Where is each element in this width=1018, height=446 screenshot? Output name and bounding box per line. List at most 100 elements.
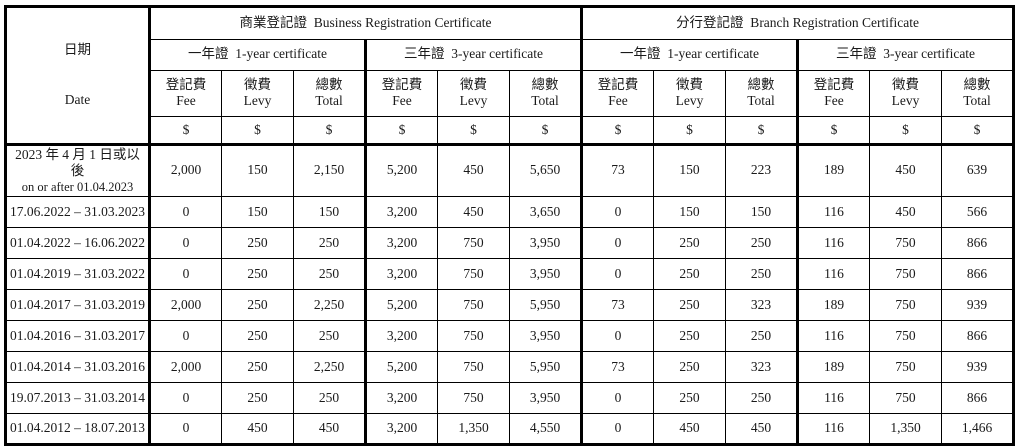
currency-symbol-cell: $ [221,116,294,146]
fee-value-cell: 0 [580,226,655,259]
total-value-cell: 250 [293,381,366,414]
levy-value-cell: 250 [221,381,294,414]
levy-value-cell: 750 [869,226,943,259]
fee-value-cell: 5,200 [364,143,438,197]
column-header-en: Levy [891,93,920,109]
subsection-header-branch-3-year: 三年證 3-year certificate [796,38,1015,71]
fee-value-cell: 73 [580,143,655,197]
fee-value-cell: 3,200 [364,381,438,414]
fee-value-cell: 2,000 [148,350,222,383]
total-value-cell: 866 [941,381,1015,414]
total-value-cell: 250 [725,319,799,352]
table-row: 17.06.2022 – 31.03.2023 0 150 150 3,200 450 3,… [5,195,1015,228]
currency-symbol-cell: $ [725,116,799,146]
total-value-cell: 323 [725,350,799,383]
levy-value-cell: 250 [653,226,727,259]
date-range-line-primary: 01.04.2022 – 16.06.2022 [10,234,145,250]
levy-value-cell: 750 [869,381,943,414]
column-header-zh: 總數 [315,76,343,92]
date-range-line-primary: 01.04.2019 – 31.03.2022 [10,265,145,281]
subsection-header-business-1-year: 一年證 1-year certificate [148,38,366,71]
levy-value-cell: 1,350 [437,412,510,445]
column-header-levy: 徵費 Levy [869,69,943,118]
fee-value-cell: 0 [148,412,222,445]
total-value-cell: 639 [941,143,1015,197]
column-header-en: Total [747,93,775,109]
total-value-cell: 2,250 [293,350,366,383]
column-header-en: Total [315,93,343,109]
levy-value-cell: 750 [869,257,943,290]
currency-symbol-cell: $ [508,116,583,146]
fee-value-cell: 0 [148,226,222,259]
date-range-line-primary: 01.04.2014 – 31.03.2016 [10,358,145,374]
levy-value-cell: 150 [653,143,727,197]
fee-value-cell: 0 [148,257,222,290]
total-value-cell: 566 [941,195,1015,228]
date-label-zh: 日期 [64,41,91,57]
currency-symbol-cell: $ [148,116,222,146]
fee-value-cell: 3,200 [364,257,438,290]
date-range-cell: 01.04.2016 – 31.03.2017 [5,319,150,352]
levy-value-cell: 250 [221,226,294,259]
fee-value-cell: 116 [796,195,871,228]
total-value-cell: 5,650 [508,143,583,197]
total-value-cell: 3,950 [508,226,583,259]
column-header-zh: 總數 [531,76,559,92]
column-header-zh: 徵費 [244,76,271,92]
date-range-line-secondary: on or after 01.04.2023 [21,179,134,194]
table-row: 19.07.2013 – 31.03.2014 0 250 250 3,200 750 3,… [5,381,1015,414]
date-range-cell: 01.04.2012 – 18.07.2013 [5,412,150,445]
levy-value-cell: 250 [653,350,727,383]
fee-value-cell: 0 [580,257,655,290]
total-value-cell: 250 [725,381,799,414]
date-range-line-primary: 01.04.2012 – 18.07.2013 [10,420,145,436]
column-header-total: 總數 Total [508,69,583,118]
column-header-zh: 總數 [963,76,991,92]
fee-value-cell: 116 [796,381,871,414]
total-value-cell: 4,550 [508,412,583,445]
column-header-en: Fee [392,93,412,109]
levy-value-cell: 1,350 [869,412,943,445]
column-header-fee: 登記費 Fee [148,69,222,118]
date-range-cell: 01.04.2014 – 31.03.2016 [5,350,150,383]
table-row: 01.04.2012 – 18.07.2013 0 450 450 3,200 1,350… [5,412,1015,445]
date-range-cell: 01.04.2019 – 31.03.2022 [5,257,150,290]
currency-symbol-cell: $ [364,116,438,146]
levy-value-cell: 750 [869,319,943,352]
levy-value-cell: 250 [653,381,727,414]
date-range-line-primary: 01.04.2016 – 31.03.2017 [10,327,145,343]
column-header-zh: 總數 [747,76,775,92]
fee-value-cell: 0 [580,381,655,414]
levy-value-cell: 750 [437,381,510,414]
total-value-cell: 866 [941,319,1015,352]
date-column-header: 日期 Date [5,6,150,146]
fee-value-cell: 73 [580,350,655,383]
levy-value-cell: 250 [221,257,294,290]
fee-value-cell: 3,200 [364,195,438,228]
total-value-cell: 5,950 [508,288,583,321]
levy-value-cell: 750 [437,226,510,259]
fee-value-cell: 3,200 [364,412,438,445]
fee-value-cell: 189 [796,350,871,383]
total-value-cell: 150 [725,195,799,228]
column-header-en: Levy [459,93,488,109]
total-value-cell: 323 [725,288,799,321]
levy-value-cell: 250 [221,350,294,383]
column-header-en: Levy [675,93,704,109]
date-range-line-primary: 19.07.2013 – 31.03.2014 [10,389,145,405]
subsection-header-branch-1-year: 一年證 1-year certificate [580,38,799,71]
column-header-en: Total [531,93,559,109]
registration-fee-table: 日期 Date 商業登記證 Business Registration Cert… [4,5,1016,446]
section-header-business-registration: 商業登記證 Business Registration Certificate [147,6,583,40]
date-range-line-primary: 17.06.2022 – 31.03.2023 [10,203,145,219]
column-header-zh: 登記費 [813,76,855,92]
fee-value-cell: 2,000 [148,143,222,197]
total-value-cell: 3,950 [508,381,583,414]
column-header-zh: 徵費 [892,76,920,92]
levy-value-cell: 250 [653,288,727,321]
column-header-zh: 徵費 [460,76,487,92]
levy-value-cell: 750 [437,288,510,321]
table-row: 01.04.2014 – 31.03.2016 2,000 250 2,250 5,20… [5,350,1015,383]
date-range-line-primary: 01.04.2017 – 31.03.2019 [10,296,145,312]
column-header-total: 總數 Total [293,69,366,118]
